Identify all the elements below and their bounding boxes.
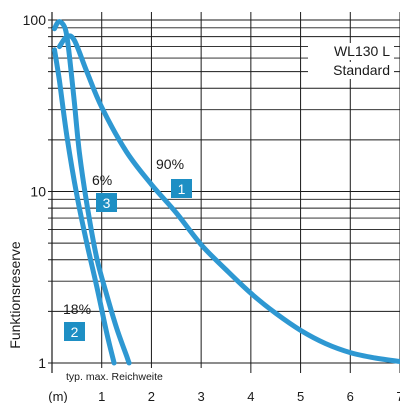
percent-label-1: 90% [156,156,184,172]
x-tick-label: 2 [148,389,155,403]
x-unit-label: (m) [48,389,68,403]
x-tick-label: 5 [297,389,304,403]
x-tick-label: 3 [198,389,205,403]
x-tick-label: 4 [247,389,254,403]
badge-label-1: 1 [178,181,186,197]
y-tick-label: 100 [23,12,47,28]
footer-note: typ. max. Reichweite [66,371,163,383]
percent-label-2: 18% [63,301,91,317]
y-tick-label: 1 [38,355,46,371]
x-tick-label: 1 [98,389,105,403]
percent-label-3: 6% [92,172,112,188]
x-tick-label: 6 [347,389,354,403]
y-tick-label: 10 [30,184,46,200]
badge-label-3: 3 [103,195,111,211]
x-tick-label: 7 [396,389,400,403]
footer: typ. max. Reichweite [62,368,204,384]
legend: WL130 L Standard [308,43,394,79]
badge-label-2: 2 [71,324,79,340]
legend-entry: Standard [333,62,390,78]
legend-entry: WL130 L [334,43,390,59]
y-axis-label: Funktionsreserve [7,241,23,349]
